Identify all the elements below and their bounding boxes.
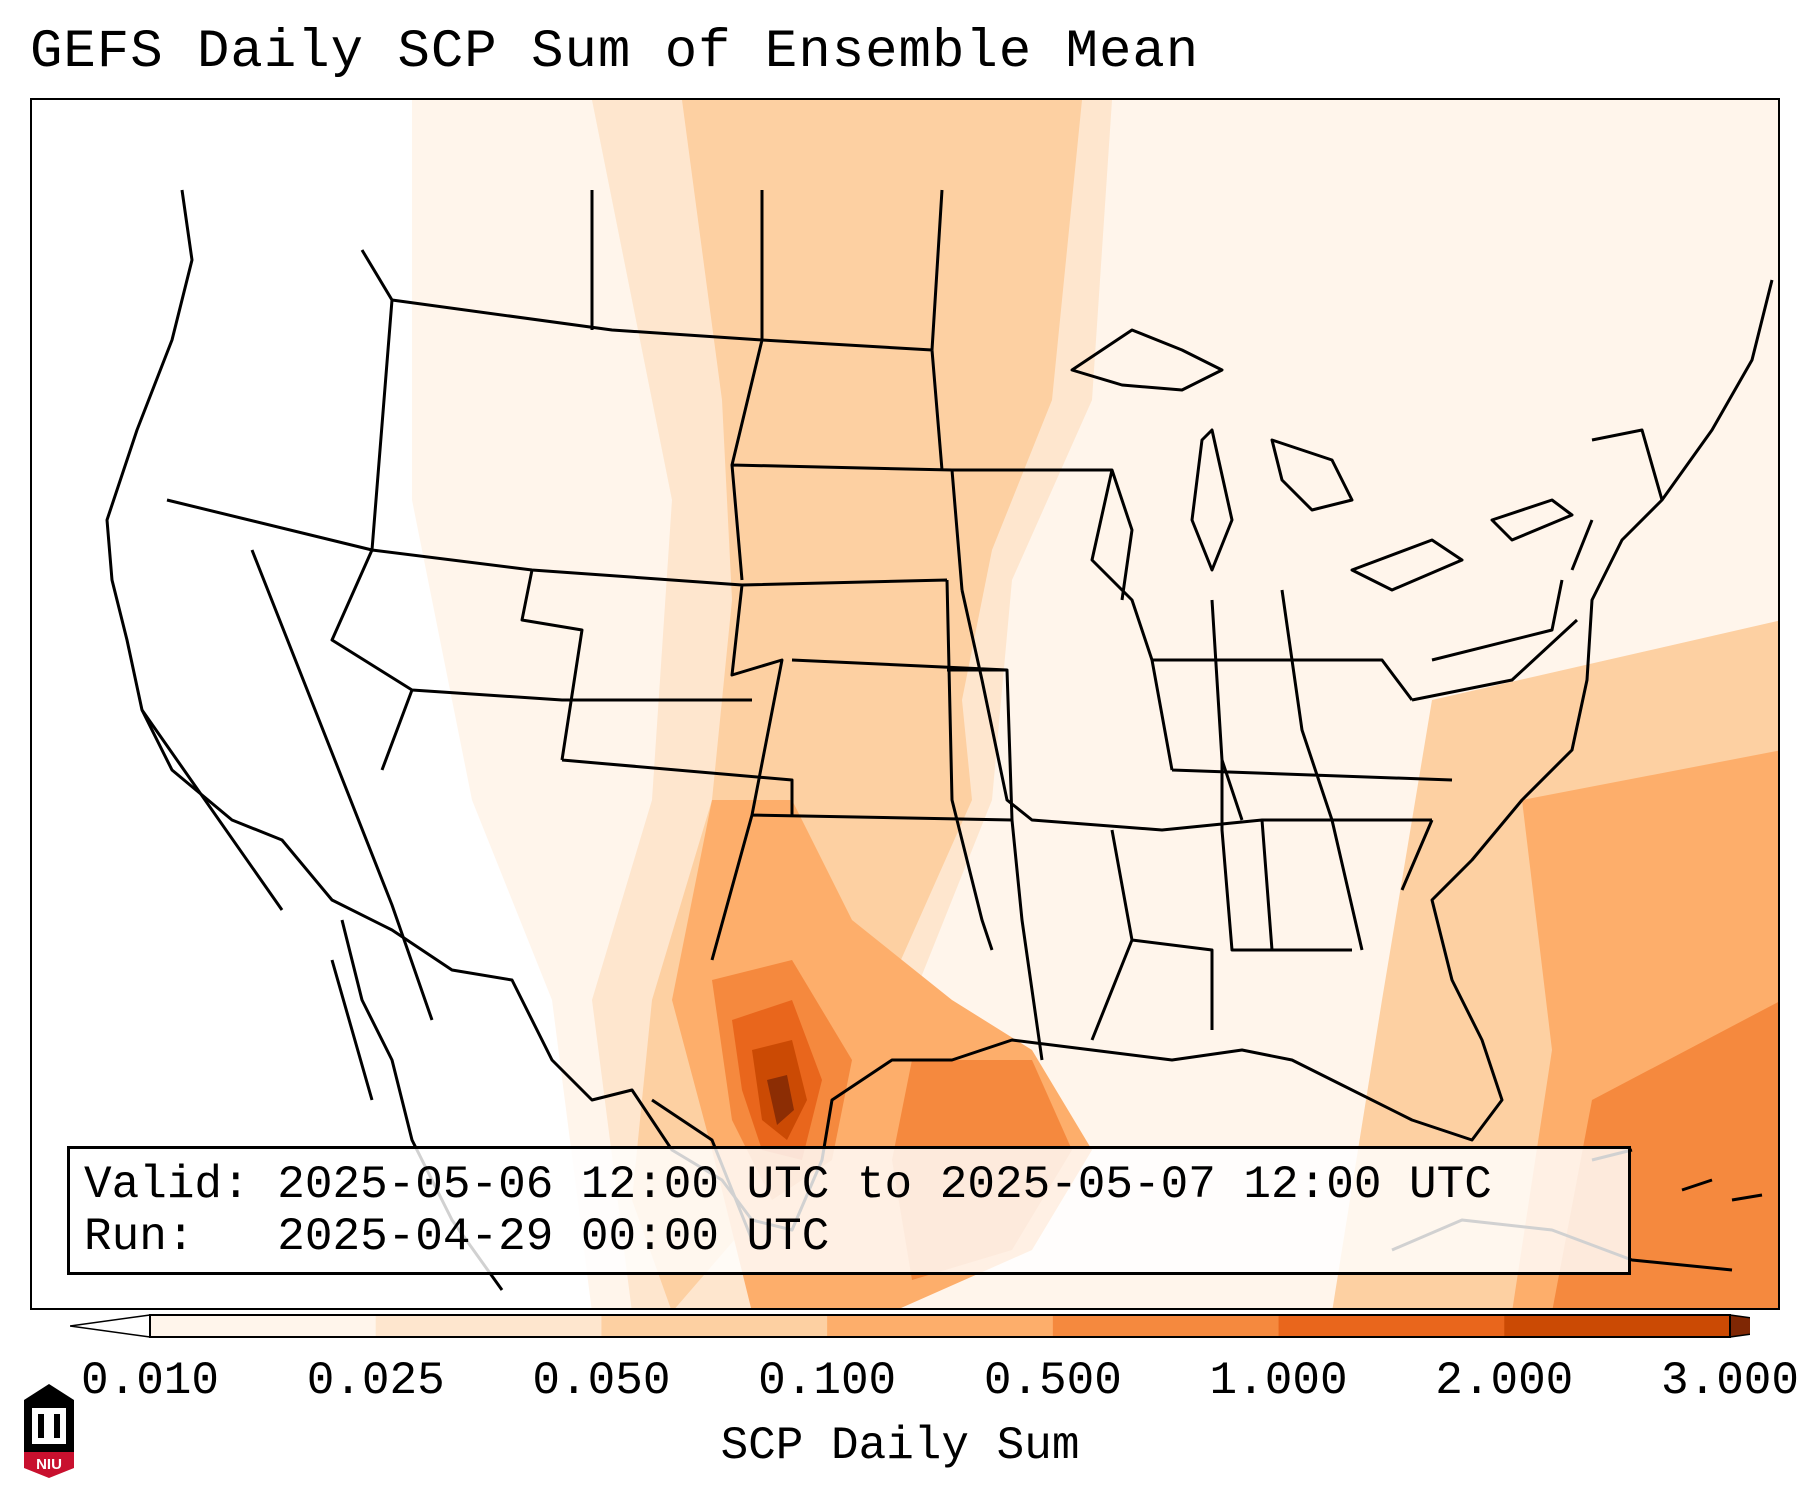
colorbar xyxy=(70,1314,1750,1338)
scp-shading xyxy=(412,100,1778,1308)
valid-value: 2025-05-06 12:00 UTC to 2025-05-07 12:00… xyxy=(277,1159,1492,1211)
colorbar-tick-label: 0.010 xyxy=(80,1355,220,1407)
colorbar-segment xyxy=(1052,1315,1280,1337)
colorbar-tick-label: 0.100 xyxy=(758,1355,897,1407)
valid-line: Valid: 2025-05-06 12:00 UTC to 2025-05-0… xyxy=(84,1159,1614,1211)
run-value: 2025-04-29 00:00 UTC xyxy=(277,1211,830,1263)
colorbar-segment xyxy=(601,1315,828,1337)
colorbar-tick-label: 0.025 xyxy=(306,1355,445,1407)
valid-label: Valid: xyxy=(84,1159,250,1211)
colorbar-segment xyxy=(827,1315,1054,1337)
scp-field-map xyxy=(105,100,1778,1308)
colorbar-tick-label: 2.000 xyxy=(1435,1355,1574,1407)
colorbar-segment xyxy=(1504,1315,1731,1337)
valid-run-box: Valid: 2025-05-06 12:00 UTC to 2025-05-0… xyxy=(67,1146,1631,1275)
great-lakes xyxy=(1070,328,1574,592)
colorbar-over-arrow xyxy=(1729,1314,1750,1338)
state-lines xyxy=(140,189,1664,1061)
colorbar-segment xyxy=(150,1315,377,1337)
colorbar-segment xyxy=(1278,1315,1505,1337)
colorbar-tick-label: 1.000 xyxy=(1209,1355,1348,1407)
run-label: Run: xyxy=(84,1211,195,1263)
map-title: GEFS Daily SCP Sum of Ensemble Mean xyxy=(30,22,1200,83)
boundaries xyxy=(105,189,1774,1291)
colorbar-label: SCP Daily Sum xyxy=(720,1420,1080,1472)
colorbar-tick-label: 0.050 xyxy=(532,1355,671,1407)
map-panel xyxy=(30,98,1780,1310)
colorbar-tick-label: 3.000 xyxy=(1660,1355,1800,1407)
colorbar-under-arrow xyxy=(70,1314,151,1338)
colorbar-tick-label: 0.500 xyxy=(983,1355,1122,1407)
svg-text:NIU: NIU xyxy=(36,1456,62,1473)
niu-logo: NIU xyxy=(24,1384,74,1478)
run-line: Run: 2025-04-29 00:00 UTC xyxy=(84,1211,1614,1263)
scp-contour-fill xyxy=(767,1075,794,1125)
colorbar-segment xyxy=(375,1315,602,1337)
colorbar-frame xyxy=(149,1314,1731,1338)
